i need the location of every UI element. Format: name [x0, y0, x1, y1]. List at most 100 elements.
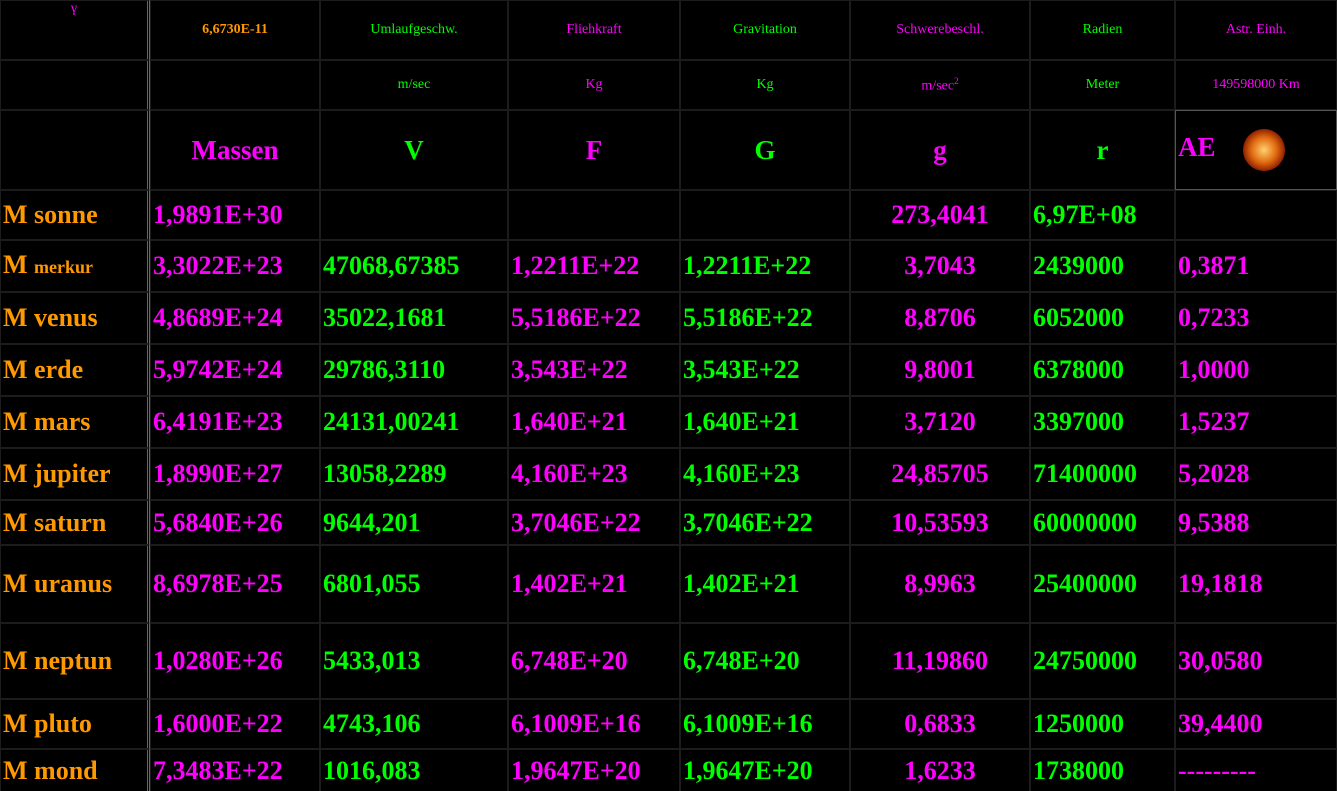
name: mars	[34, 407, 91, 436]
value-cell: 5,6840E+26	[150, 500, 320, 545]
value-cell: 9,5388	[1175, 500, 1337, 545]
value-cell: 4,160E+23	[680, 448, 850, 500]
value-cell: 35022,1681	[320, 292, 508, 344]
data-row: M sonne 1,9891E+30 273,4041 6,97E+08	[0, 190, 1337, 240]
value-cell: 3,7043	[850, 240, 1030, 292]
value-cell: 1738000	[1030, 749, 1175, 791]
value-cell	[1175, 190, 1337, 240]
value-cell: 1,6000E+22	[150, 699, 320, 749]
value-cell: 3,7046E+22	[508, 500, 680, 545]
planet-name: M pluto	[0, 699, 150, 749]
symbol-cell: g	[850, 110, 1030, 190]
value-cell: 1,9647E+20	[508, 749, 680, 791]
name: sonne	[34, 200, 98, 229]
symbol-cell: AE	[1175, 110, 1337, 190]
prefix: M	[3, 507, 28, 537]
value-cell: 6,748E+20	[680, 623, 850, 699]
data-row: M neptun 1,0280E+26 5433,013 6,748E+20 6,748…	[0, 623, 1337, 699]
name: merkur	[34, 257, 94, 277]
value-cell: 6378000	[1030, 344, 1175, 396]
unit-cell: 149598000 Km	[1175, 60, 1337, 110]
value-cell: 24131,00241	[320, 396, 508, 448]
sun-icon	[1242, 129, 1285, 171]
value-cell: 1,5237	[1175, 396, 1337, 448]
value-cell: 1,402E+21	[508, 545, 680, 623]
prefix: M	[3, 250, 28, 279]
data-row: M uranus 8,6978E+25 6801,055 1,402E+21 1,402…	[0, 545, 1337, 623]
prefix: M	[3, 303, 28, 332]
value-cell: 3,543E+22	[680, 344, 850, 396]
name: pluto	[34, 709, 92, 738]
value-cell: 9,8001	[850, 344, 1030, 396]
value-cell: 1,640E+21	[680, 396, 850, 448]
planet-name: M sonne	[0, 190, 150, 240]
value-cell: 6052000	[1030, 292, 1175, 344]
value-cell: 1,0000	[1175, 344, 1337, 396]
planet-name: M mond	[0, 749, 150, 791]
value-cell: 7,3483E+22	[150, 749, 320, 791]
header-cell: Umlaufgeschw.	[320, 0, 508, 60]
value-cell: ---------	[1175, 749, 1337, 791]
planet-name: M merkur	[0, 240, 150, 292]
value-cell: 0,7233	[1175, 292, 1337, 344]
planet-name: M neptun	[0, 623, 150, 699]
data-row: M venus 4,8689E+24 35022,1681 5,5186E+22 5,5…	[0, 292, 1337, 344]
value-cell: 5433,013	[320, 623, 508, 699]
prefix: M	[3, 355, 28, 384]
name: jupiter	[34, 459, 111, 488]
name: neptun	[34, 646, 113, 675]
value-cell: 8,9963	[850, 545, 1030, 623]
value-cell: 1,640E+21	[508, 396, 680, 448]
symbol-cell: Massen	[150, 110, 320, 190]
name: saturn	[34, 507, 107, 537]
value-cell: 13058,2289	[320, 448, 508, 500]
data-row: M pluto 1,6000E+22 4743,106 6,1009E+16 6,100…	[0, 699, 1337, 749]
symbol-cell: V	[320, 110, 508, 190]
data-row: M merkur 3,3022E+23 47068,67385 1,2211E+22 1…	[0, 240, 1337, 292]
data-row: M jupiter 1,8990E+27 13058,2289 4,160E+23 4,…	[0, 448, 1337, 500]
value-cell: 273,4041	[850, 190, 1030, 240]
unit-cell: Kg	[508, 60, 680, 110]
planet-name: M mars	[0, 396, 150, 448]
prefix: M	[3, 755, 28, 785]
value-cell: 10,53593	[850, 500, 1030, 545]
value-cell	[508, 190, 680, 240]
value-cell: 47068,67385	[320, 240, 508, 292]
prefix: M	[3, 459, 28, 488]
units-row: m/sec Kg Kg m/sec2 Meter 149598000 Km	[0, 60, 1337, 110]
value-cell: 6801,055	[320, 545, 508, 623]
value-cell: 24,85705	[850, 448, 1030, 500]
value-cell: 4743,106	[320, 699, 508, 749]
value-cell: 5,2028	[1175, 448, 1337, 500]
header-cell: Astr. Einh.	[1175, 0, 1337, 60]
prefix: M	[3, 200, 28, 229]
value-cell: 0,6833	[850, 699, 1030, 749]
header-row: γ 6,6730E-11 Umlaufgeschw. Fliehkraft Gravit…	[0, 0, 1337, 60]
symbol-cell: G	[680, 110, 850, 190]
value-cell: 6,1009E+16	[680, 699, 850, 749]
value-cell: 5,5186E+22	[508, 292, 680, 344]
value-cell: 3,543E+22	[508, 344, 680, 396]
data-row: M mond 7,3483E+22 1016,083 1,9647E+20 1,9647…	[0, 749, 1337, 791]
prefix: M	[3, 569, 28, 598]
value-cell: 1,9647E+20	[680, 749, 850, 791]
value-cell: 1,402E+21	[680, 545, 850, 623]
planet-name: M erde	[0, 344, 150, 396]
prefix: M	[3, 709, 28, 738]
value-cell: 8,6978E+25	[150, 545, 320, 623]
data-row: M saturn 5,6840E+26 9644,201 3,7046E+22 3,70…	[0, 500, 1337, 545]
value-cell: 5,9742E+24	[150, 344, 320, 396]
symbol-cell: F	[508, 110, 680, 190]
name: erde	[34, 355, 84, 384]
value-cell: 3397000	[1030, 396, 1175, 448]
cell	[150, 60, 320, 110]
value-cell	[320, 190, 508, 240]
unit-cell: Meter	[1030, 60, 1175, 110]
symbol-cell: r	[1030, 110, 1175, 190]
value-cell: 6,1009E+16	[508, 699, 680, 749]
header-cell: Gravitation	[680, 0, 850, 60]
value-cell: 6,97E+08	[1030, 190, 1175, 240]
cell	[0, 60, 150, 110]
value-cell: 4,8689E+24	[150, 292, 320, 344]
